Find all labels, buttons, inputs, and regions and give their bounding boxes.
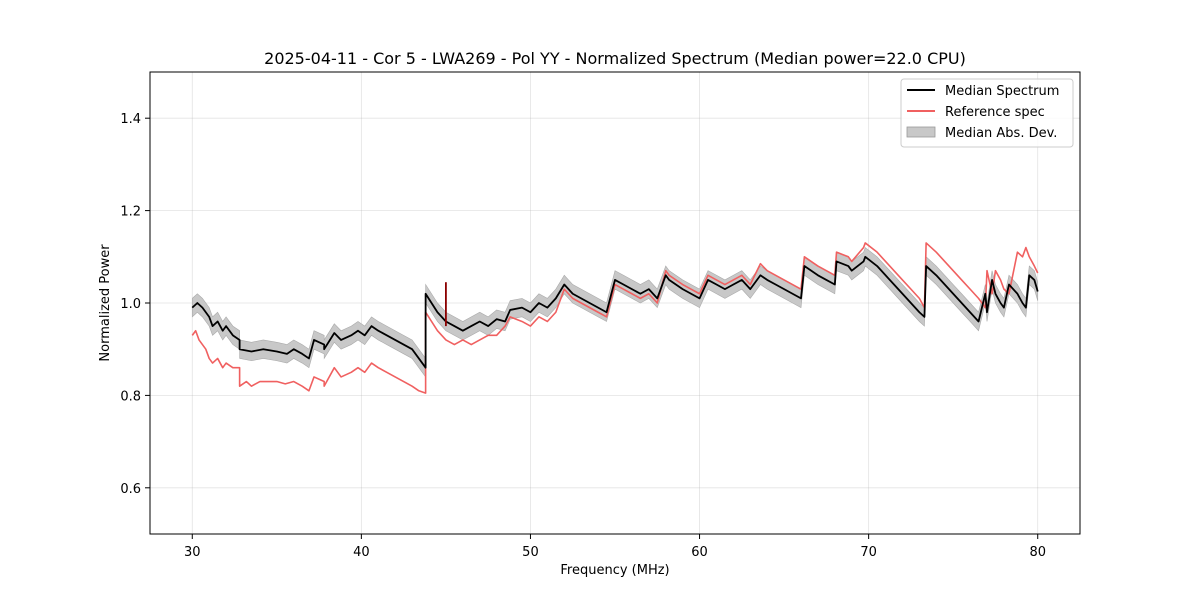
legend-swatch-mad [906,126,936,138]
y-axis-label: Normalized Power [98,244,113,362]
median-spectrum-line [191,255,1039,369]
x-tick-label: 40 [353,545,370,560]
mad-band-layer [191,247,1039,378]
chart-title: 2025-04-11 - Cor 5 - LWA269 - Pol YY - N… [264,49,966,68]
y-tick-label: 1.4 [120,112,141,127]
legend: Median Spectrum Reference spec Median Ab… [900,78,1074,148]
y-tick-label: 0.8 [120,389,141,404]
reference-spec-line [191,242,1039,394]
y-tick-label: 0.6 [120,482,141,497]
legend-label-median-spectrum: Median Spectrum [945,84,1059,99]
x-tick-label: 70 [860,545,877,560]
mad-band [191,247,1039,378]
x-tick-label: 50 [522,545,539,560]
legend-label-mad: Median Abs. Dev. [945,126,1057,141]
x-tick-label: 30 [184,545,201,560]
x-axis-ticks: 30 40 50 60 70 80 [184,534,1046,560]
x-tick-label: 80 [1029,545,1046,560]
y-tick-label: 1.2 [120,205,141,220]
x-tick-label: 60 [691,545,708,560]
legend-label-reference-spec: Reference spec [945,105,1045,120]
legend-box [900,78,1074,148]
y-axis-ticks: 0.6 0.8 1.0 1.2 1.4 [120,112,150,497]
y-tick-label: 1.0 [120,297,141,312]
series-layer [191,242,1039,394]
x-axis-label: Frequency (MHz) [560,563,669,578]
